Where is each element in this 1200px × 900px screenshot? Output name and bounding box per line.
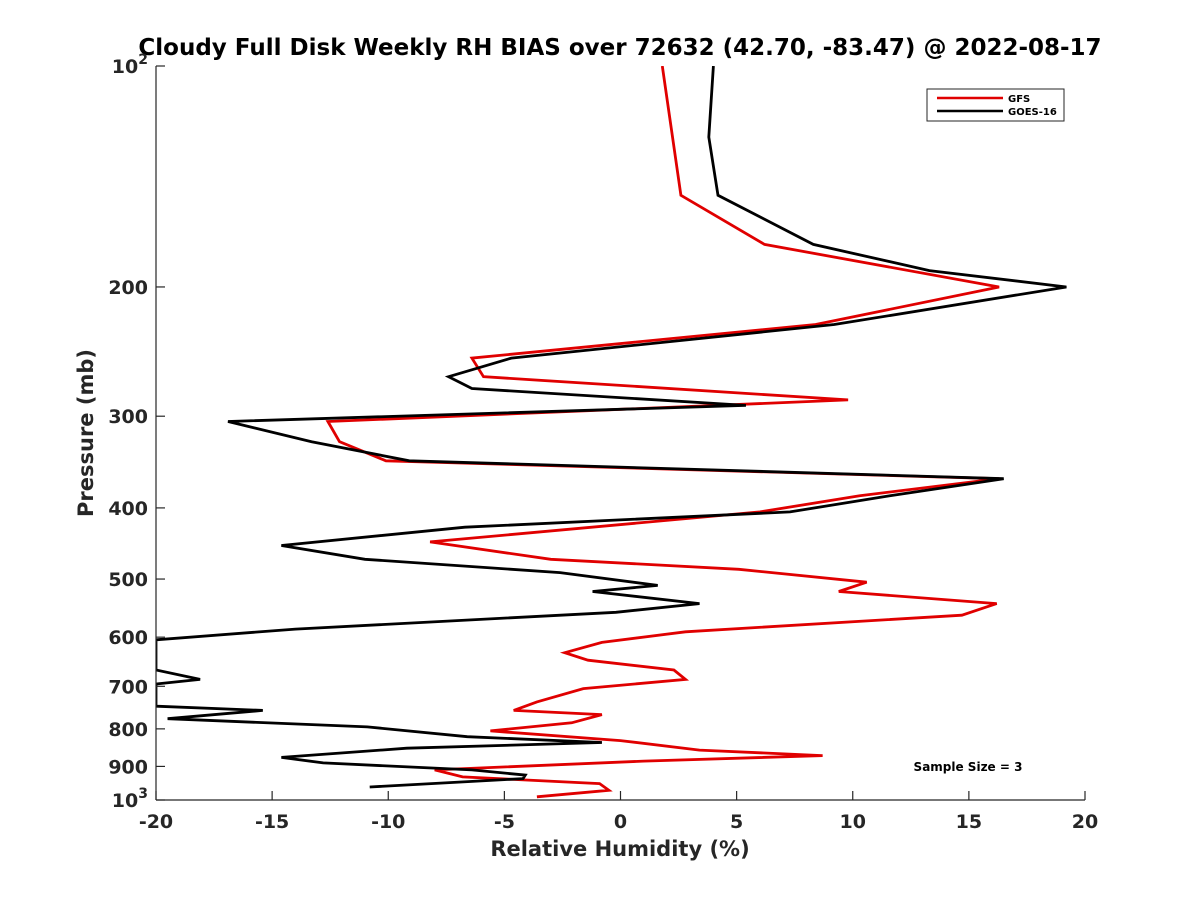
- y-tick-label: 700: [108, 676, 148, 698]
- y-tick-label: 400: [108, 498, 148, 520]
- x-tick-label: -20: [139, 811, 173, 833]
- x-tick-label: -15: [255, 811, 289, 833]
- x-tick-label: -10: [371, 811, 405, 833]
- x-tick-label: 5: [730, 811, 743, 833]
- x-tick-label: 15: [956, 811, 982, 833]
- legend-box: [926, 88, 1065, 122]
- y-tick-label: 300: [108, 406, 148, 428]
- sample-size-annotation: Sample Size = 3: [914, 760, 1023, 774]
- y-tick-label: 900: [108, 756, 148, 778]
- chart-title: Cloudy Full Disk Weekly RH BIAS over 726…: [138, 35, 1101, 61]
- x-tick-label: 20: [1072, 811, 1098, 833]
- x-tick-label: 10: [840, 811, 866, 833]
- axes: -20 -15 -10 -5 0 5 10 15 20 102 200 300 400 500 600 700…: [108, 52, 1098, 833]
- legend: GFS GOES-16: [926, 88, 1065, 122]
- y-tick-label: 500: [108, 569, 148, 591]
- x-tick-label: -5: [494, 811, 515, 833]
- x-axis-label: Relative Humidity (%): [490, 837, 749, 861]
- x-tick-label: 0: [614, 811, 627, 833]
- y-tick-label: 800: [108, 719, 148, 741]
- y-tick-label: 103: [112, 786, 148, 812]
- y-tick-label: 600: [108, 627, 148, 649]
- y-tick-label: 102: [112, 52, 148, 78]
- plot-area: [156, 66, 1067, 799]
- y-tick-label: 200: [108, 277, 148, 299]
- series-line-gfs: [325, 66, 1000, 799]
- series-line-goes16: [156, 66, 1067, 789]
- legend-label-gfs: GFS: [1008, 94, 1030, 105]
- y-axis-label: Pressure (mb): [74, 349, 98, 517]
- legend-label-goes16: GOES-16: [1008, 107, 1057, 118]
